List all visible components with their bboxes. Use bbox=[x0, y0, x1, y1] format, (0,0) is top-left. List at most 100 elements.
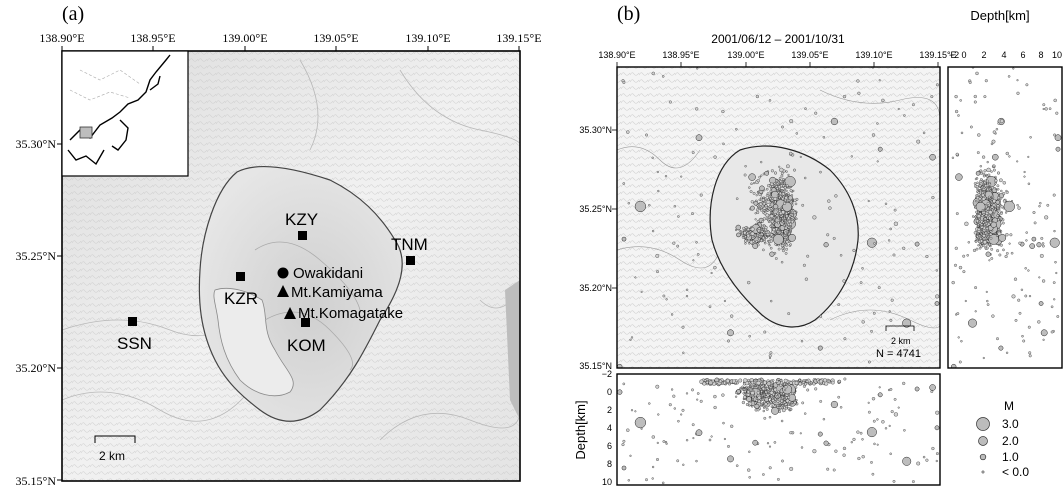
hypocenter-point bbox=[695, 241, 698, 244]
hypocenter-point bbox=[766, 199, 771, 204]
depth-section-point bbox=[973, 182, 977, 185]
depth-section-point bbox=[1017, 206, 1021, 210]
depth-section-point bbox=[979, 189, 982, 193]
svg-text:139.00°E: 139.00°E bbox=[222, 31, 267, 45]
depth-section-point bbox=[699, 379, 704, 384]
hypocenter-point bbox=[761, 198, 766, 202]
depth-section-point bbox=[682, 463, 685, 466]
hypocenter-point bbox=[902, 318, 912, 328]
hypocenter-point bbox=[916, 139, 921, 144]
depth-section-point bbox=[696, 398, 699, 401]
depth-section-point bbox=[1023, 175, 1026, 178]
depth-section-point bbox=[1046, 203, 1050, 207]
hypocenter-point bbox=[769, 237, 773, 241]
depth-section-point bbox=[725, 378, 730, 383]
depth-section-point bbox=[893, 412, 899, 417]
depth-section-point bbox=[1038, 276, 1041, 279]
depth-section-point bbox=[975, 210, 978, 214]
scale-bar-a: 2 km bbox=[94, 435, 136, 463]
depth-section-point bbox=[1005, 351, 1009, 354]
depth-section-point bbox=[968, 81, 972, 84]
depth-section-point bbox=[935, 459, 938, 463]
depth-section-point bbox=[1052, 193, 1056, 197]
hypocenter-point bbox=[770, 211, 774, 214]
depth-section-point bbox=[764, 402, 768, 406]
depth-section-point bbox=[976, 235, 979, 238]
hypocenter-point bbox=[774, 227, 779, 231]
hypocenter-point bbox=[713, 155, 717, 159]
depth-section-point bbox=[819, 400, 823, 403]
depth-section-point bbox=[1053, 229, 1056, 233]
depth-section-point bbox=[741, 400, 745, 405]
depth-section-point bbox=[982, 240, 987, 245]
hypocenter-point bbox=[756, 178, 760, 183]
svg-text:35.30°N: 35.30°N bbox=[579, 125, 612, 135]
depth-section-point bbox=[752, 439, 759, 446]
legend-m0-label: < 0.0 bbox=[1002, 465, 1029, 479]
depth-section-point bbox=[998, 345, 1004, 351]
depth-section-point bbox=[990, 170, 993, 173]
depth-section-point bbox=[705, 381, 709, 384]
hypocenter-point bbox=[777, 247, 781, 251]
hypocenter-point bbox=[793, 168, 796, 172]
hypocenter-point bbox=[800, 340, 804, 343]
depth-section-point bbox=[1053, 133, 1057, 137]
hypocenter-point bbox=[787, 192, 790, 195]
hypocenter-point bbox=[742, 234, 745, 237]
hypocenter-point bbox=[802, 263, 806, 267]
depth-section-point bbox=[975, 219, 979, 223]
depth-section-point bbox=[994, 182, 997, 185]
hypocenter-point bbox=[782, 249, 785, 253]
depth-section-point bbox=[769, 388, 772, 392]
depth-section-point bbox=[889, 452, 892, 455]
depth-section-point bbox=[814, 387, 818, 391]
depth-section-point bbox=[1005, 252, 1009, 255]
depth-section-point bbox=[996, 206, 999, 210]
hypocenter-point bbox=[842, 279, 846, 283]
depth-section-point bbox=[703, 379, 707, 382]
hypocenter-point bbox=[747, 280, 751, 285]
depth-section-point bbox=[997, 231, 1002, 236]
depth-section-point bbox=[640, 427, 643, 430]
hypocenter-point bbox=[626, 130, 630, 134]
hypocenter-point bbox=[768, 99, 772, 102]
depth-section-point bbox=[992, 199, 997, 203]
depth-section-point bbox=[1000, 212, 1003, 215]
hypocenter-point bbox=[759, 202, 763, 206]
hypocenter-point bbox=[790, 220, 794, 224]
depth-section-point bbox=[962, 254, 966, 258]
hypocenter-point bbox=[681, 325, 685, 329]
depth-section-point bbox=[981, 209, 984, 212]
depth-section-point bbox=[1042, 244, 1045, 248]
depth-section-point bbox=[765, 387, 769, 390]
depth-section-point bbox=[984, 79, 988, 83]
depth-section-point bbox=[801, 380, 805, 384]
depth-section-point bbox=[1056, 315, 1060, 318]
depth-section-point bbox=[878, 386, 881, 389]
hypocenter-point bbox=[713, 265, 717, 270]
hypocenter-point bbox=[673, 205, 676, 208]
depth-section-point bbox=[996, 214, 1000, 217]
station-kom-label: KOM bbox=[287, 336, 326, 355]
depth-section-point bbox=[736, 389, 741, 394]
depth-section-point bbox=[832, 468, 836, 472]
hypocenter-point bbox=[775, 179, 778, 183]
depth-section-point bbox=[1037, 320, 1041, 324]
depth-section-point bbox=[622, 439, 626, 443]
hypocenter-point bbox=[768, 205, 772, 208]
depth-section-point bbox=[931, 446, 935, 451]
legend-m1-marker bbox=[979, 453, 987, 461]
svg-text:138.90°E: 138.90°E bbox=[39, 31, 84, 45]
hypocenter-point bbox=[621, 236, 627, 242]
depth-section-point bbox=[783, 400, 787, 404]
svg-text:0: 0 bbox=[607, 387, 612, 397]
hypocenter-point bbox=[785, 212, 788, 215]
hypocenter-point bbox=[634, 200, 647, 213]
depth-section-point bbox=[983, 95, 987, 99]
hypocenter-point bbox=[752, 239, 755, 243]
hypocenter-point bbox=[785, 240, 789, 244]
depth-section-point bbox=[740, 386, 743, 389]
depth-section-point bbox=[827, 379, 831, 383]
depth-section-point bbox=[1007, 75, 1011, 78]
